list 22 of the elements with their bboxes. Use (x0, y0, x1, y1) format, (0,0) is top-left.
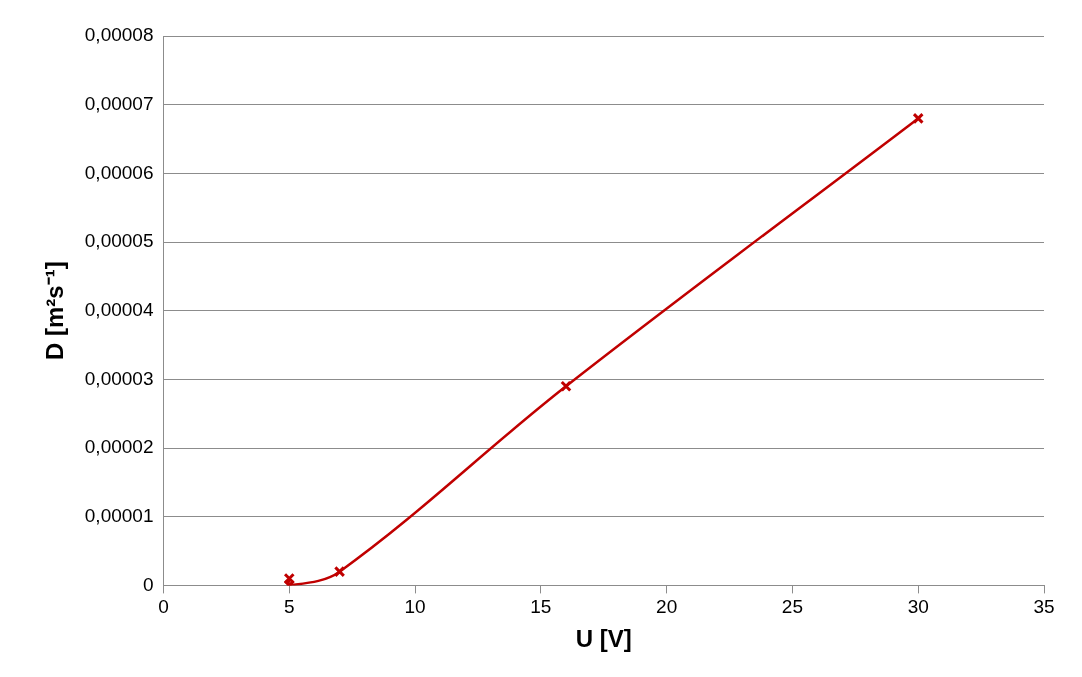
x-tick-label: 10 (404, 596, 426, 618)
y-tick-label: 0,00005 (84, 230, 154, 252)
x-tick-label: 35 (1033, 596, 1055, 618)
y-tick-label: 0,00006 (84, 161, 154, 183)
point (912, 112, 924, 125)
x-tick-label: 25 (781, 596, 803, 618)
x-tick-label: 30 (907, 596, 929, 618)
y-tick-label: 0 (142, 573, 154, 595)
y-tick-label: 0,00007 (84, 92, 154, 114)
point (333, 565, 346, 578)
y-tick-label: 0,00002 (84, 436, 154, 458)
x-tick-label: 0 (158, 596, 169, 618)
x-tick-label: 15 (530, 596, 552, 618)
x-axis-title: U [V] (575, 625, 632, 653)
x-tick-label: 20 (656, 596, 678, 618)
y-tick-label: 0,00008 (84, 24, 154, 46)
y-axis-title: D [m²s⁻¹] (41, 261, 69, 361)
point (560, 380, 572, 392)
y-tick-label: 0,00001 (84, 504, 154, 526)
x-tick-label: 5 (283, 596, 295, 618)
y-tick-label: 0,00003 (84, 367, 154, 389)
y-tick-label: 0,00004 (84, 298, 154, 320)
